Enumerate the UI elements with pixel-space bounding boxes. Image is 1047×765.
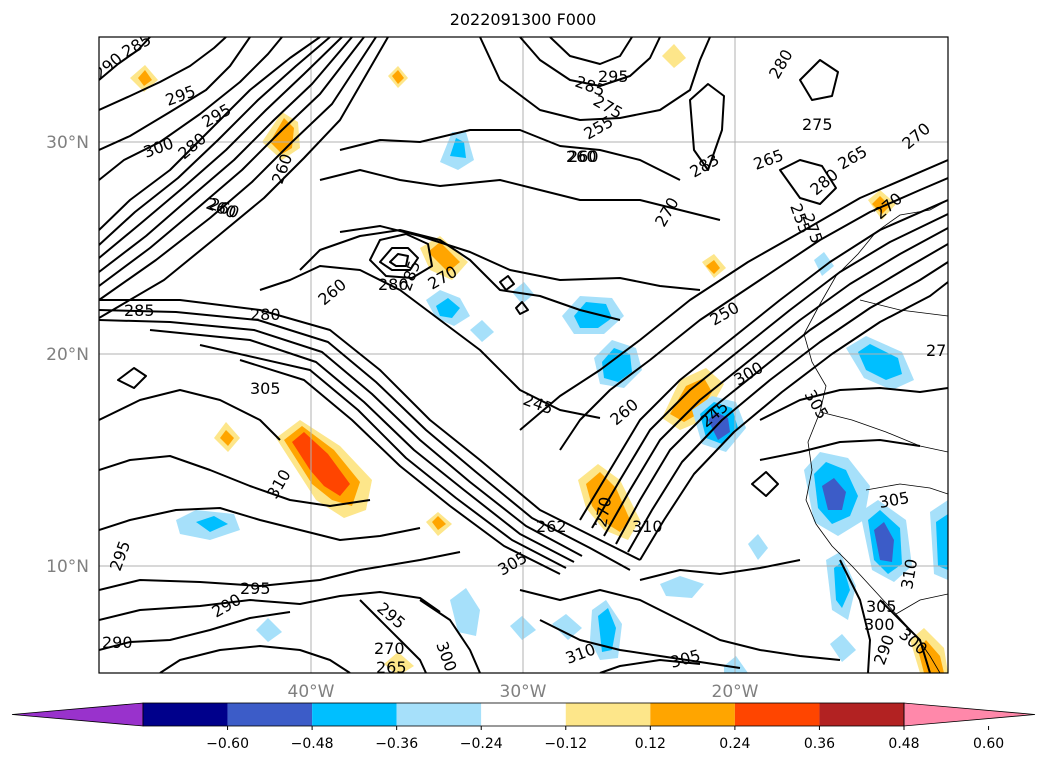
map-frame: [98, 36, 949, 674]
contour-label: 285: [124, 301, 155, 320]
lon-label: 40°W: [288, 682, 335, 702]
lat-label: 30°N: [46, 133, 89, 153]
colorbar-tick-label: 0.60: [973, 736, 1004, 752]
colorbar-extension-low: [11, 702, 144, 727]
contour-label: 300: [864, 615, 895, 634]
colorbar-segment: [396, 703, 482, 726]
contour-label: 27: [926, 341, 946, 360]
colorbar: −0.60 −0.48 −0.36 −0.24 −0.12 0.12 0.24 0.36 0.4…: [11, 702, 1036, 752]
contour-label: 270: [374, 639, 405, 658]
colorbar-tick-label: 0.12: [635, 736, 666, 752]
lat-label: 10°N: [46, 557, 89, 577]
colorbar-segment: [227, 703, 313, 726]
colorbar-tick-label: −0.12: [544, 736, 587, 752]
colorbar-frame: [142, 702, 905, 727]
contour-lines: [99, 37, 948, 673]
contour-label: 290: [102, 633, 133, 652]
contour-label: 310: [632, 517, 663, 536]
contour-label: 295: [240, 579, 271, 598]
coastline: [803, 199, 948, 673]
lon-label: 20°W: [712, 682, 759, 702]
colorbar-tick-label: −0.36: [375, 736, 418, 752]
map-panel: 285 290 295 295 300 280 260 260 260 285 …: [99, 37, 948, 677]
contour-label: 305: [250, 379, 281, 398]
colorbar-segment: [481, 703, 566, 726]
colorbar-segment: [143, 703, 228, 726]
shading-warm: [130, 44, 948, 673]
contour-label: 265: [376, 658, 407, 677]
colorbar-tick-label: 0.24: [719, 736, 750, 752]
contour-label: 262: [536, 517, 567, 536]
contour-label: 295: [598, 67, 629, 86]
colorbar-segment: [312, 703, 397, 726]
contour-label: 280: [250, 305, 281, 324]
longitude-labels: 40°W 30°W 20°W: [288, 682, 759, 702]
contour-label: 280: [378, 275, 409, 294]
contour-label: 275: [802, 115, 833, 134]
colorbar-tick-label: −0.60: [206, 736, 249, 752]
contour-label: 260: [568, 147, 599, 166]
colorbar-tick-label: −0.48: [291, 736, 334, 752]
colorbar-tick-label: 0.48: [888, 736, 919, 752]
contour-label: 305: [866, 597, 897, 616]
latitude-labels: 30°N 20°N 10°N: [46, 133, 89, 577]
colorbar-segment: [650, 703, 735, 726]
contour-label: 260: [566, 147, 597, 166]
map-title: 2022091300 F000: [450, 10, 597, 29]
colorbar-tick-label: −0.24: [460, 736, 503, 752]
colorbar-segment: [565, 703, 651, 726]
colorbar-segment: [819, 703, 904, 726]
lat-label: 20°N: [46, 345, 89, 365]
colorbar-segment: [734, 703, 820, 726]
lon-label: 30°W: [500, 682, 547, 702]
colorbar-tick-label: 0.36: [804, 736, 835, 752]
colorbar-extension-high: [903, 702, 1036, 727]
